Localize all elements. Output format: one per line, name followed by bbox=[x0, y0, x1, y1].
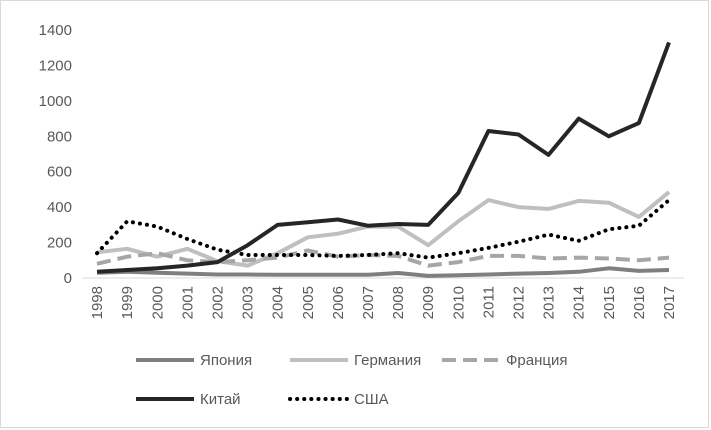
legend-label: Франция bbox=[506, 352, 567, 369]
legend: Япония Германия Франция Китай США bbox=[136, 352, 567, 408]
legend-label: Китай bbox=[200, 391, 241, 408]
x-tick-label: 2009 bbox=[420, 286, 437, 319]
series-line bbox=[96, 248, 670, 268]
x-tick-label: 1999 bbox=[119, 286, 136, 319]
series-layer bbox=[95, 41, 671, 278]
x-tick-label: 2017 bbox=[661, 286, 678, 319]
x-tick-label: 2003 bbox=[240, 286, 257, 319]
x-tick-label: 2002 bbox=[209, 286, 226, 319]
x-tick-label: 2004 bbox=[270, 286, 287, 319]
y-tick-label: 1000 bbox=[39, 93, 72, 110]
x-tick-label: 2016 bbox=[631, 286, 648, 319]
series-line bbox=[96, 41, 671, 274]
y-tick-label: 1400 bbox=[39, 22, 72, 39]
axis-layer: 0 200 400 600 800 1000 1200 1400 1998 1999 2000 200… bbox=[39, 22, 684, 319]
x-tick-label: 2001 bbox=[179, 286, 196, 319]
x-tick-label: 1998 bbox=[89, 286, 106, 319]
y-tick-label: 600 bbox=[47, 164, 72, 181]
x-tick-label: 2008 bbox=[390, 286, 407, 319]
x-tick-label: 2014 bbox=[571, 286, 588, 319]
y-tick-label: 800 bbox=[47, 128, 72, 145]
x-tick-label: 2015 bbox=[601, 286, 618, 319]
x-tick-label: 2012 bbox=[510, 286, 527, 319]
x-tick-label: 2007 bbox=[360, 286, 377, 319]
series-line bbox=[96, 266, 670, 278]
series-line bbox=[95, 198, 671, 260]
x-tick-label: 2005 bbox=[300, 286, 317, 319]
x-tick-label: 2011 bbox=[480, 286, 497, 318]
legend-label: Япония bbox=[200, 352, 252, 369]
x-tick-label: 2013 bbox=[541, 286, 558, 319]
y-tick-label: 1200 bbox=[39, 57, 72, 74]
y-tick-label: 200 bbox=[47, 235, 72, 252]
legend-label: США bbox=[354, 391, 389, 408]
legend-label: Германия bbox=[354, 352, 421, 369]
y-tick-label: 400 bbox=[47, 199, 72, 216]
y-tick-label: 0 bbox=[64, 270, 72, 287]
x-tick-label: 2010 bbox=[450, 286, 467, 319]
x-tick-label: 2006 bbox=[330, 286, 347, 319]
x-tick-label: 2000 bbox=[149, 286, 166, 319]
